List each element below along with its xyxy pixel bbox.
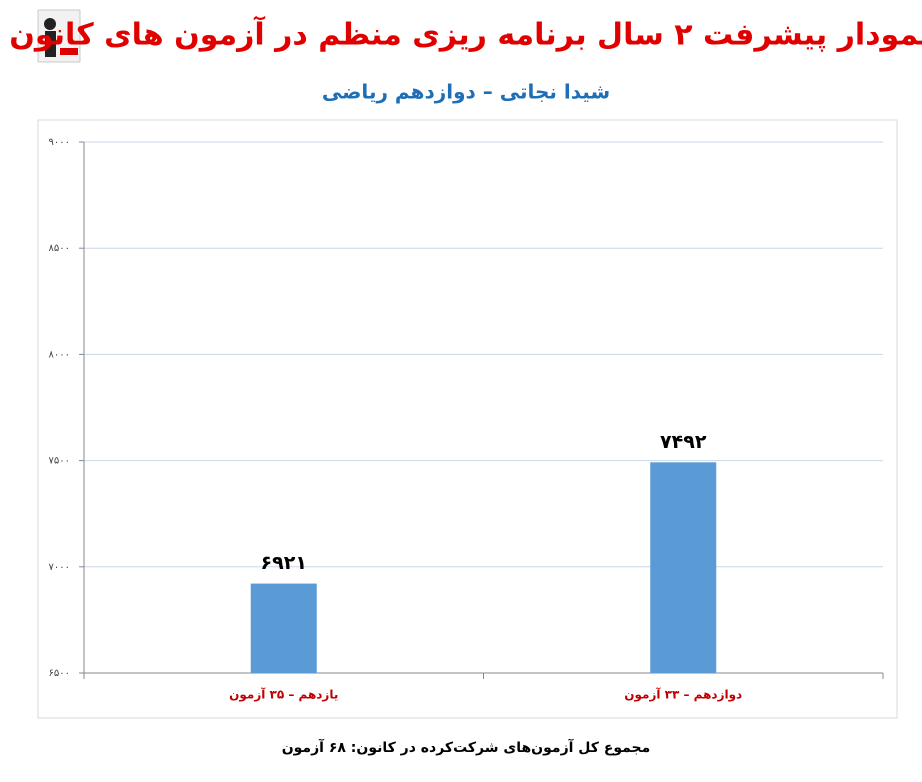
bar	[250, 583, 317, 673]
bar	[650, 462, 717, 673]
y-tick-label: ۷۰۰۰	[49, 562, 70, 573]
x-tick-label: دوازدهم – ۳۳ آزمون	[624, 687, 742, 703]
x-tick-label: یازدهم – ۳۵ آزمون	[229, 687, 338, 703]
logo	[37, 9, 81, 63]
y-tick-label: ۸۵۰۰	[49, 243, 70, 254]
data-label: ۷۴۹۲	[660, 431, 707, 453]
chart-subtitle: شیدا نجاتی – دوازدهم ریاضی	[322, 80, 610, 104]
y-tick-label: ۶۵۰۰	[49, 668, 70, 679]
y-tick-label: ۸۰۰۰	[49, 349, 70, 360]
data-label: ۶۹۲۱	[261, 552, 307, 574]
y-tick-label: ۹۰۰۰	[49, 137, 70, 148]
footer-note: مجموع کل آزمون‌های شرکت‌کرده در کانون: ۶…	[282, 738, 651, 756]
y-tick-label: ۷۵۰۰	[49, 456, 70, 467]
chart-frame	[37, 119, 898, 719]
chart-title: نمودار پیشرفت ۲ سال برنامه ریزی منظم در …	[9, 16, 922, 53]
